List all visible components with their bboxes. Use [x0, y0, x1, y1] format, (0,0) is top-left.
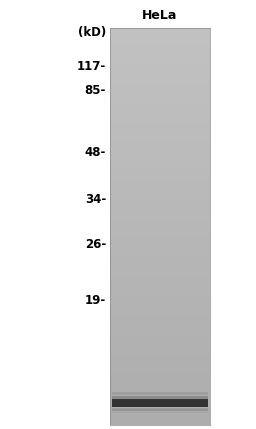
Text: 48-: 48- — [85, 146, 106, 159]
Bar — [112, 408, 208, 411]
Bar — [112, 392, 208, 395]
Text: 19-: 19- — [85, 294, 106, 307]
Text: 85-: 85- — [85, 84, 106, 97]
Text: (kD): (kD) — [78, 26, 106, 39]
Text: 26-: 26- — [85, 238, 106, 251]
Text: 34-: 34- — [85, 193, 106, 206]
Text: 117-: 117- — [77, 60, 106, 73]
Bar — [112, 399, 208, 407]
Text: HeLa: HeLa — [142, 9, 178, 22]
Bar — [112, 409, 208, 413]
Bar — [112, 396, 208, 399]
